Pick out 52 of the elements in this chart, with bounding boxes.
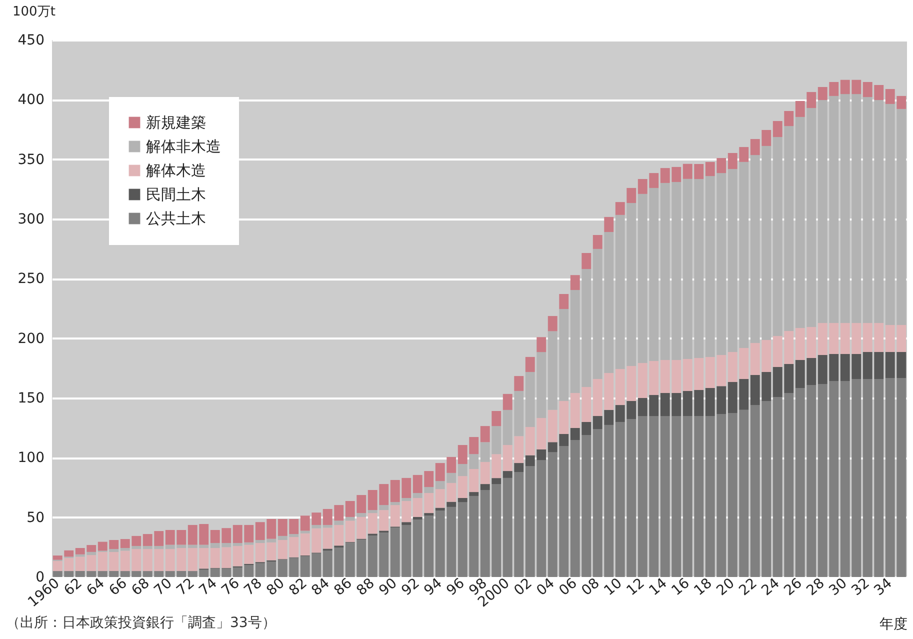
x-tick-label: 28	[804, 575, 828, 600]
x-tick-label: 26	[781, 575, 806, 600]
y-tick-label: 350	[18, 152, 44, 168]
x-tick-label: 92	[398, 575, 423, 600]
x-tick-label: 84	[308, 575, 333, 600]
x-tick-label: 04	[534, 575, 558, 600]
x-tick-label: 30	[826, 575, 850, 600]
y-tick-label: 250	[18, 271, 44, 288]
y-tick-label: 100	[18, 450, 44, 466]
x-tick-label: 16	[668, 575, 693, 600]
x-tick-label: 74	[196, 575, 220, 600]
x-tick-label: 62	[61, 575, 86, 600]
x-tick-label: 14	[646, 575, 670, 600]
x-tick-label: 94	[421, 575, 446, 600]
x-tick-label: 20	[714, 575, 738, 600]
x-tick-label: 24	[758, 575, 783, 600]
y-tick-label: 50	[26, 510, 44, 526]
legend-label: 新規建築	[146, 114, 206, 132]
x-tick-label: 86	[331, 575, 356, 600]
x-tick-label: 78	[241, 575, 266, 600]
x-tick-label: 32	[848, 575, 873, 600]
x-tick-label: 12	[624, 575, 648, 600]
legend-label: 解体木造	[146, 162, 206, 180]
x-tick-label: 22	[736, 575, 760, 600]
y-tick-label: 150	[18, 390, 44, 406]
y-axis-title: 100万t	[12, 4, 56, 20]
x-tick-label: 68	[128, 575, 153, 600]
x-tick-label: 64	[84, 575, 108, 600]
x-tick-label: 06	[556, 575, 580, 600]
x-axis-title: 年度	[880, 616, 908, 632]
x-tick-label: 70	[151, 575, 176, 600]
x-tick-label: 72	[174, 575, 198, 600]
x-tick-label: 76	[218, 575, 243, 600]
x-tick-label: 34	[871, 575, 896, 600]
x-tick-label: 10	[601, 575, 626, 600]
x-tick-label: 96	[444, 575, 468, 600]
x-tick-label: 08	[578, 575, 603, 600]
x-tick-label: 90	[376, 575, 400, 600]
x-tick-label: 82	[286, 575, 310, 600]
y-tick-label: 300	[18, 212, 44, 228]
y-tick-label: 450	[18, 32, 44, 48]
x-tick-label: 80	[264, 575, 288, 600]
legend-label: 解体非木造	[146, 138, 221, 156]
y-tick-label: 200	[18, 330, 44, 347]
legend-label: 民間土木	[146, 186, 206, 204]
x-tick-label: 18	[691, 575, 716, 600]
y-tick-label: 400	[18, 92, 44, 108]
legend-label: 公共土木	[146, 210, 206, 228]
x-tick-label: 02	[511, 575, 536, 600]
text: （出所：日本政策投資銀行「調査」33号）	[6, 614, 276, 632]
x-tick-label: 88	[354, 575, 378, 600]
x-tick-label: 66	[106, 575, 130, 600]
